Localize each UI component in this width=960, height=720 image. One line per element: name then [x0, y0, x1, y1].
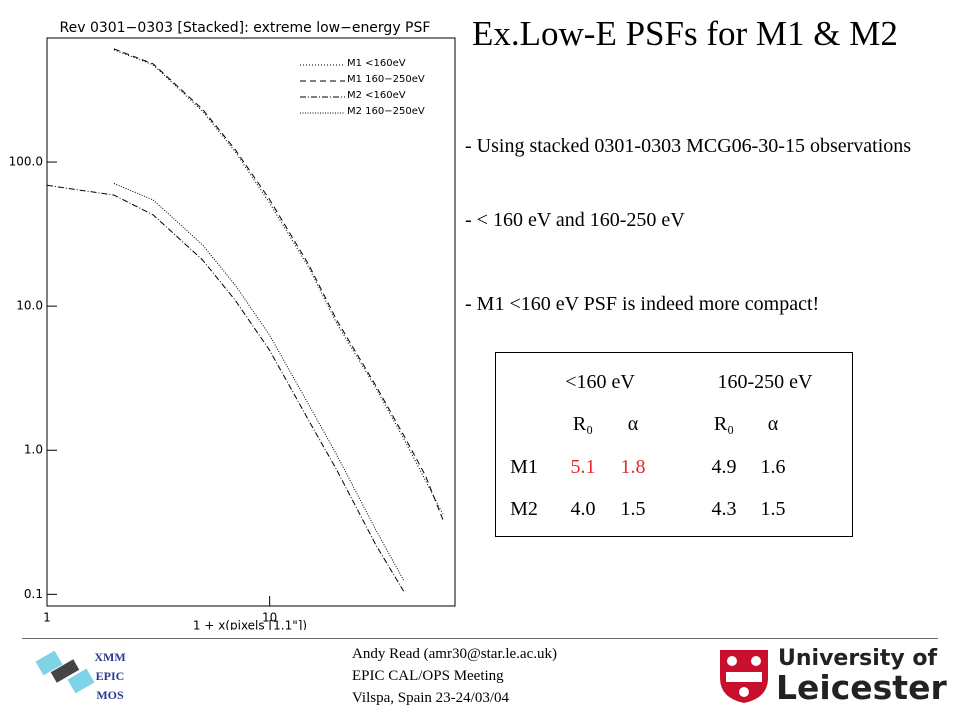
logo-text: EPIC [95, 669, 125, 683]
bullet: - M1 <160 eV PSF is indeed more compact! [465, 293, 820, 315]
legend-label: M1 <160eV [347, 58, 406, 69]
table-cell: M1 [510, 456, 538, 478]
table-cell: 1.6 [760, 456, 786, 478]
logo-text: MOS [96, 688, 124, 702]
table-cell: 4.3 [711, 498, 737, 520]
bullet: - Using stacked 0301-0303 MCG06-30-15 ob… [465, 135, 912, 157]
footer-text: Vilspa, Spain 23-24/03/04 [352, 690, 510, 706]
table: <160 eV 160-250 eV R₀ α R₀ α M1 5.1 1.8 4.9 1.6 M2 4… [495, 352, 853, 537]
table-cell: 160-250 eV [717, 371, 813, 393]
series-line [113, 48, 444, 520]
table-cell: 5.1 [570, 456, 596, 478]
chart: Rev 0301−0303 [Stacked]: extreme low−ene… [9, 20, 456, 631]
table-cell: α [627, 413, 639, 435]
x-axis-label: 1 + x(pixels [1.1"]) [193, 619, 307, 631]
table-cell: 4.9 [711, 456, 737, 478]
series-line [113, 49, 444, 515]
table-cell: 1.8 [620, 456, 646, 478]
university-shield [720, 650, 768, 703]
table-cell: α [767, 413, 779, 435]
y-tick-label: 10.0 [16, 299, 43, 313]
chart-title: Rev 0301−0303 [Stacked]: extreme low−ene… [60, 20, 431, 36]
table-cell: M2 [510, 498, 538, 520]
satellite-icon [35, 650, 95, 694]
slide-title: Ex.Low-E PSFs for M1 & M2 [472, 14, 898, 53]
series-line [113, 183, 405, 581]
table-cell: R₀ [713, 413, 735, 435]
plot-frame [46, 37, 456, 607]
footer-text: EPIC CAL/OPS Meeting [352, 668, 504, 684]
university-name: University of [778, 646, 938, 671]
table-cell: 1.5 [760, 498, 786, 520]
university-name: Leicester [776, 668, 947, 707]
y-tick-label: 0.1 [24, 587, 43, 601]
footer-rule [22, 638, 938, 639]
legend-label: M2 <160eV [347, 90, 406, 101]
table-cell: R₀ [572, 413, 594, 435]
logo-text: XMM [94, 650, 126, 664]
y-tick-label: 100.0 [9, 155, 43, 169]
footer-text: Andy Read (amr30@star.le.ac.uk) [352, 646, 557, 662]
series-line [46, 184, 405, 592]
x-tick-label: 10 [262, 611, 277, 625]
legend-label: M1 160−250eV [347, 74, 425, 85]
legend-label: M2 160−250eV [347, 106, 425, 117]
table-cell: 4.0 [570, 498, 596, 520]
y-tick-label: 1.0 [24, 443, 43, 457]
table-cell: <160 eV [565, 371, 635, 393]
bullet: - < 160 eV and 160-250 eV [465, 209, 685, 231]
table-cell: 1.5 [620, 498, 646, 520]
x-tick-label: 1 [43, 611, 51, 625]
